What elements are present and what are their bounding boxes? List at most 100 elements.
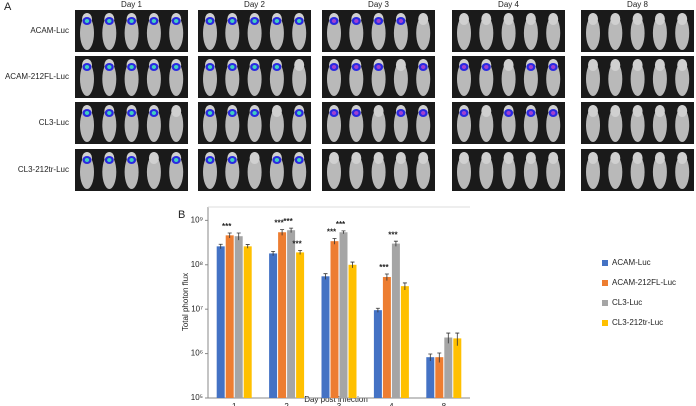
y-tick-label: 10⁸ — [191, 260, 203, 269]
mouse — [652, 155, 667, 189]
mouse — [608, 62, 623, 96]
legend-label: ACAM-212FL-Luc — [612, 278, 676, 287]
day-label: Day 3 — [368, 0, 389, 9]
day-label: Day 2 — [244, 0, 265, 9]
mouse — [546, 155, 561, 189]
mouse — [102, 62, 117, 96]
mouse-head — [373, 105, 384, 117]
signal-core — [230, 19, 235, 23]
mouse — [292, 62, 307, 96]
mouse-head — [632, 59, 643, 71]
mouse-head — [548, 13, 559, 25]
mouse — [608, 16, 623, 50]
mouse-head — [632, 152, 643, 164]
mouse-head — [395, 152, 406, 164]
panel-label: B — [178, 209, 185, 221]
mouse-head — [418, 152, 429, 164]
mouse — [80, 108, 94, 142]
bar — [321, 276, 330, 398]
signal-core — [252, 65, 257, 69]
mouse — [371, 16, 386, 50]
signal-core — [174, 65, 179, 69]
mouse — [124, 62, 139, 96]
mouse — [349, 108, 364, 142]
signal-core — [461, 111, 467, 115]
error-bar — [350, 261, 355, 268]
mouse — [479, 62, 494, 96]
signal-core — [252, 19, 257, 23]
signal-core — [398, 19, 404, 23]
signal-core — [107, 158, 112, 162]
mouse — [393, 16, 408, 50]
mouse — [523, 108, 538, 142]
signal-core — [207, 158, 213, 162]
mouse — [393, 62, 408, 96]
mouse-head — [503, 13, 514, 25]
signal-core — [174, 158, 179, 162]
mouse — [371, 108, 386, 142]
y-axis-label: Total photon flux — [181, 273, 190, 331]
mouse — [479, 16, 494, 50]
bar — [373, 310, 382, 398]
mouse — [124, 16, 139, 50]
mouse — [292, 155, 307, 189]
signal-core — [230, 158, 235, 162]
signal-core — [129, 19, 134, 23]
mouse-head — [459, 152, 469, 164]
mouse-head — [373, 152, 384, 164]
mouse — [269, 16, 284, 50]
mouse-head — [588, 105, 598, 117]
signal-core — [274, 65, 280, 69]
day-label: Day 8 — [627, 0, 648, 9]
mouse — [479, 108, 494, 142]
mouse — [169, 108, 184, 142]
significance: *** — [274, 219, 284, 228]
mouse-head — [654, 59, 665, 71]
mouse — [203, 16, 217, 50]
mouse-head — [481, 13, 492, 25]
panel-label: A — [4, 1, 12, 13]
bar — [400, 286, 409, 398]
signal-core — [551, 111, 556, 115]
mouse — [102, 108, 117, 142]
row-label: CL3-Luc — [39, 118, 69, 127]
mouse — [416, 16, 431, 50]
legend-swatch — [602, 320, 608, 326]
error-bar — [298, 250, 303, 255]
mouse-head — [525, 13, 536, 25]
legend-swatch — [602, 280, 608, 286]
error-bar — [393, 240, 398, 247]
signal-core — [354, 65, 359, 69]
mouse-head — [654, 13, 665, 25]
mouse — [349, 16, 364, 50]
bar — [287, 230, 296, 398]
mouse — [269, 155, 284, 189]
mouse — [501, 108, 516, 142]
mouse — [546, 62, 561, 96]
error-bar — [384, 273, 389, 281]
mouse-head — [610, 13, 621, 25]
mouse-head — [548, 152, 559, 164]
mouse — [652, 108, 667, 142]
mouse — [416, 155, 431, 189]
mouse — [225, 108, 240, 142]
mouse — [393, 155, 408, 189]
signal-core — [331, 65, 337, 69]
mouse-head — [588, 152, 598, 164]
signal-core — [84, 65, 90, 69]
mouse — [169, 155, 184, 189]
mouse — [169, 62, 184, 96]
bar — [234, 236, 243, 398]
signal-core — [551, 65, 556, 69]
mouse — [102, 155, 117, 189]
bar — [278, 232, 287, 398]
mouse — [203, 155, 217, 189]
error-bar — [245, 244, 250, 249]
mouse — [608, 155, 623, 189]
error-bar — [375, 307, 380, 313]
signal-core — [528, 111, 534, 115]
bar — [348, 264, 357, 398]
mouse — [371, 155, 386, 189]
error-bar — [332, 238, 337, 245]
signal-core — [461, 65, 467, 69]
